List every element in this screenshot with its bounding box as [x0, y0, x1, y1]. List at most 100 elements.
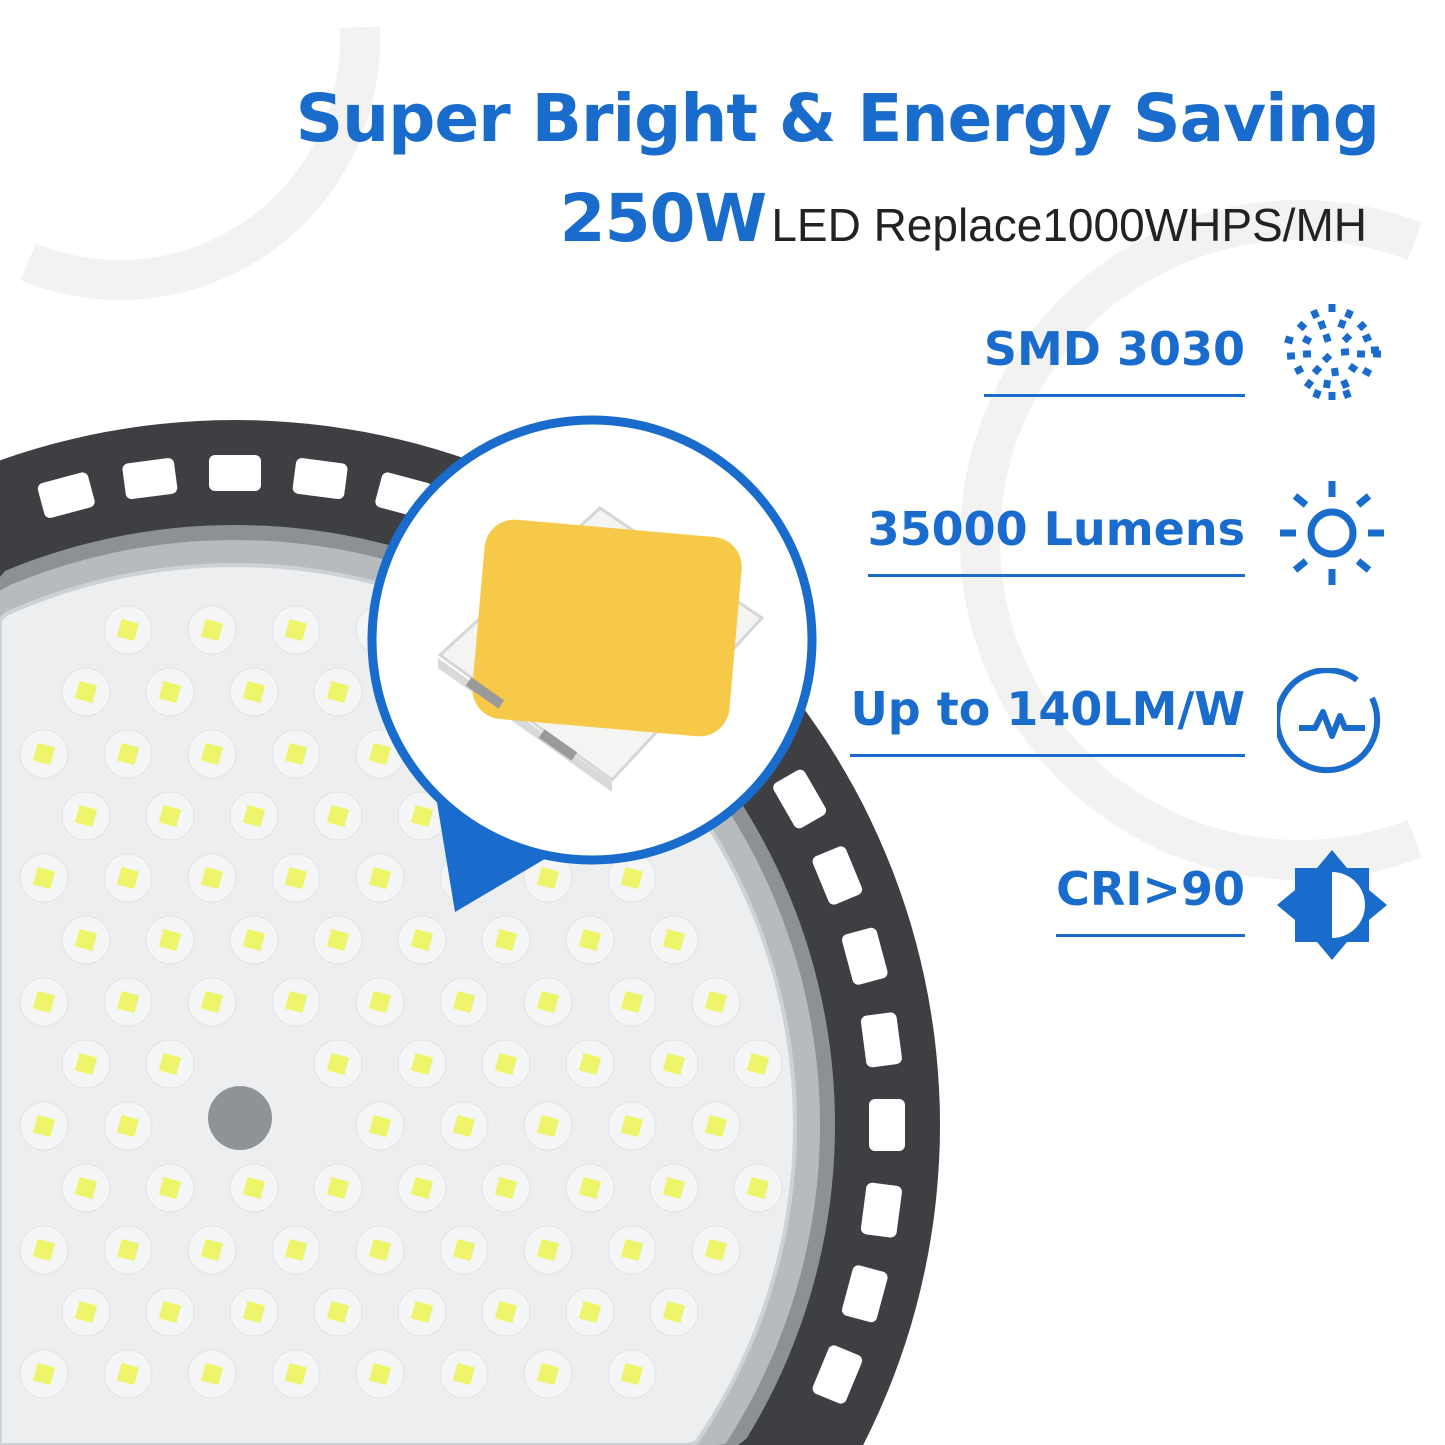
led	[187, 977, 237, 1027]
led	[607, 1225, 657, 1275]
led	[691, 1101, 741, 1151]
vent-slot	[869, 1099, 905, 1151]
led	[355, 1225, 405, 1275]
led	[19, 977, 69, 1027]
led	[523, 977, 573, 1027]
led	[145, 1163, 195, 1213]
led	[439, 1101, 489, 1151]
vent-slot	[209, 455, 261, 491]
led	[565, 1287, 615, 1337]
vent-slot	[842, 1265, 888, 1323]
led	[103, 977, 153, 1027]
led	[103, 1349, 153, 1399]
led	[229, 1163, 279, 1213]
vent-slot	[292, 458, 348, 500]
feature-lumens: 35000 Lumens	[867, 502, 1245, 577]
led	[733, 1163, 783, 1213]
led	[397, 915, 447, 965]
led	[271, 605, 321, 655]
vent-slot	[812, 1345, 863, 1404]
led	[61, 915, 111, 965]
led	[397, 1163, 447, 1213]
led	[145, 667, 195, 717]
led	[103, 853, 153, 903]
led	[481, 915, 531, 965]
led	[523, 1225, 573, 1275]
led	[61, 1039, 111, 1089]
sun-brightness-icon	[1280, 481, 1384, 585]
feature-cri: CRI>90	[1056, 862, 1245, 937]
led	[355, 1101, 405, 1151]
smd-chip	[437, 506, 765, 792]
led	[19, 853, 69, 903]
led	[61, 667, 111, 717]
vent-slot	[842, 927, 888, 985]
led	[61, 791, 111, 841]
led	[355, 729, 405, 779]
led	[523, 853, 573, 903]
led	[691, 977, 741, 1027]
led	[187, 605, 237, 655]
led	[187, 853, 237, 903]
led	[229, 915, 279, 965]
feature-efficacy: Up to 140LM/W	[850, 682, 1245, 757]
led	[271, 1225, 321, 1275]
subline: 250W LED Replace1000WHPS/MH	[560, 180, 1367, 257]
led	[313, 1163, 363, 1213]
vent-slot	[37, 472, 95, 518]
led	[481, 1039, 531, 1089]
led	[691, 1225, 741, 1275]
led	[19, 1225, 69, 1275]
led	[103, 1225, 153, 1275]
led	[649, 1039, 699, 1089]
led	[355, 1349, 405, 1399]
led	[103, 605, 153, 655]
led	[355, 977, 405, 1027]
led	[103, 729, 153, 779]
led	[649, 1163, 699, 1213]
led	[439, 1225, 489, 1275]
led	[313, 915, 363, 965]
led	[439, 1349, 489, 1399]
vent-slot	[860, 1182, 902, 1238]
vent-slot	[122, 458, 178, 500]
led	[355, 853, 405, 903]
efficiency-pulse-icon	[1277, 668, 1381, 774]
led	[649, 915, 699, 965]
led	[103, 1101, 153, 1151]
led	[565, 1163, 615, 1213]
led	[481, 1163, 531, 1213]
led	[145, 791, 195, 841]
led	[397, 1287, 447, 1337]
led	[607, 1101, 657, 1151]
led	[313, 667, 363, 717]
led	[187, 1225, 237, 1275]
led	[733, 1039, 783, 1089]
led-chip-dots-icon	[1284, 303, 1382, 401]
led	[481, 1287, 531, 1337]
led	[313, 791, 363, 841]
contrast-sun-icon	[1277, 850, 1387, 960]
led	[187, 729, 237, 779]
led	[523, 1349, 573, 1399]
led	[607, 977, 657, 1027]
feature-smd: SMD 3030	[983, 322, 1245, 397]
led	[271, 853, 321, 903]
led	[565, 1039, 615, 1089]
led	[229, 791, 279, 841]
led	[313, 1039, 363, 1089]
led	[313, 1287, 363, 1337]
headline: Super Bright & Energy Saving	[295, 80, 1380, 157]
led	[607, 1349, 657, 1399]
led-chip-magnifier	[367, 415, 817, 912]
replacement-text: LED Replace1000WHPS/MH	[771, 199, 1367, 251]
sensor-dot	[208, 1086, 272, 1150]
led	[397, 791, 447, 841]
vent-slot	[773, 769, 827, 829]
led	[607, 853, 657, 903]
vent-slot	[812, 846, 863, 905]
led	[271, 729, 321, 779]
led	[145, 1287, 195, 1337]
led	[19, 1349, 69, 1399]
led	[19, 729, 69, 779]
